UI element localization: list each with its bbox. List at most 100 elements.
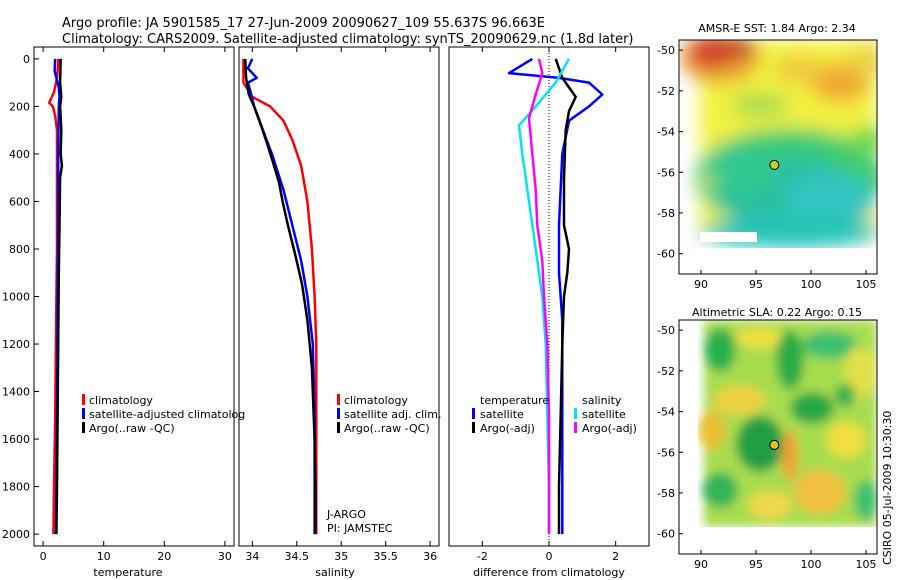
difference-legend: temperature satellite Argo(-adj) salinit… [472, 394, 637, 435]
sst-field [680, 40, 877, 248]
temperature-series [47, 58, 64, 535]
temperature-legend: climatology satellite-adjusted climatolo… [82, 394, 245, 435]
legend-label-sal-argo: Argo(-adj) [582, 422, 637, 435]
y-tick-label: -56 [657, 446, 675, 459]
y-tick-label: 2000 [2, 528, 30, 541]
sst-map-ticks: 90 95 100 105 -50 -52 -54 -56 -58 -60 [657, 44, 876, 291]
series-line-climatology [242, 58, 318, 535]
sla-blob [802, 331, 858, 359]
y-tick-label: -50 [657, 44, 675, 57]
legend-label-satellite: satellite-adjusted climatolog [89, 408, 245, 421]
y-tick-label: 1000 [2, 291, 30, 304]
y-tick-label: 0 [23, 53, 30, 66]
series-line-argo-raw-qc- [55, 58, 64, 535]
legend-swatch-sal-argo [574, 422, 577, 433]
temperature-axes-frame [33, 46, 235, 547]
legend-swatch-climatology [82, 394, 85, 405]
x-tick-label: 36 [423, 550, 437, 563]
x-tick-label: 34.5 [285, 550, 310, 563]
y-tick-label: 200 [9, 100, 30, 113]
sla-map-panel: Altimetric SLA: 0.22 Argo: 0.15 [657, 306, 878, 571]
sla-blob [794, 470, 846, 514]
y-tick-label: 400 [9, 148, 30, 161]
temperature-y-ticks: 0 200 400 600 800 1000 1200 1400 1600 1800 2000 [2, 53, 39, 541]
sst-blob [774, 56, 826, 84]
y-tick-label: 1600 [2, 433, 30, 446]
sla-axes-frame [678, 319, 878, 555]
x-tick-label: 2 [612, 550, 619, 563]
legend-label-temp-argo: Argo(-adj) [480, 422, 535, 435]
float-pi: PI: JAMSTEC [327, 522, 393, 535]
sst-blob [850, 42, 877, 78]
title-line-2: Climatology: CARS2009. Satellite-adjuste… [62, 32, 634, 47]
y-tick-label: -54 [657, 126, 675, 139]
legend-label-sal-satellite: satellite [582, 408, 626, 421]
x-tick-label: -2 [477, 550, 488, 563]
sst-land-mask [700, 232, 757, 242]
legend-label-climatology: climatology [344, 394, 408, 407]
temperature-panel: 0 10 20 30 0 200 400 600 800 1000 1200 1400 1600 180… [2, 46, 245, 579]
temperature-x-ticks: 0 10 20 30 [40, 47, 232, 563]
series-line-argo-raw-qc- [243, 58, 317, 535]
series-line-temperature-argo-adj- [554, 58, 577, 535]
sla-field [698, 320, 877, 527]
y-tick-label: -52 [657, 85, 675, 98]
sst-blob [730, 93, 790, 117]
title-line-1: Argo profile: JA 5901585_17 27-Jun-2009 … [62, 16, 545, 31]
series-line-salinity-argo-adj- [527, 58, 551, 535]
sst-axes-frame [678, 39, 878, 275]
legend-header-salinity: salinity [582, 394, 622, 407]
difference-panel: -2 0 2 difference from climatology tempera… [448, 46, 650, 579]
salinity-legend: climatology satellite adj. clim. Argo(..… [337, 394, 441, 435]
legend-swatch-temp-argo [472, 422, 475, 433]
sst-blob [785, 172, 875, 228]
x-tick-label: 10 [97, 550, 111, 563]
legend-label-argo: Argo(..raw -QC) [344, 422, 430, 435]
sla-blob [790, 392, 834, 424]
sla-map-ticks: 90 95 100 105 -50 -52 -54 -56 -58 -60 [657, 324, 876, 571]
salinity-series [242, 58, 318, 535]
salinity-xlabel: salinity [315, 566, 355, 579]
sst-blob [700, 174, 716, 190]
y-tick-label: -60 [657, 248, 675, 261]
x-tick-label: 35 [334, 550, 348, 563]
x-tick-label: 95 [749, 278, 763, 291]
difference-x-ticks: -2 0 2 [477, 47, 619, 563]
legend-label-climatology: climatology [89, 394, 153, 407]
y-tick-label: -50 [657, 324, 675, 337]
legend-swatch-temp-satellite [472, 408, 475, 419]
y-tick-label: -54 [657, 406, 675, 419]
sst-blob [688, 40, 736, 68]
credit-stamp: CSIRO 05-Jul-2009 10:30:30 [881, 411, 894, 565]
difference-xlabel: difference from climatology [473, 566, 625, 579]
sst-blob [728, 40, 756, 57]
x-tick-label: 90 [694, 558, 708, 571]
legend-swatch-argo [82, 422, 85, 433]
legend-swatch-argo [337, 422, 340, 433]
x-tick-label: 105 [856, 558, 877, 571]
x-tick-label: 105 [856, 278, 877, 291]
legend-swatch-sal-satellite [574, 408, 577, 419]
y-tick-label: 800 [9, 243, 30, 256]
series-line-satellite-adj-clim- [246, 58, 316, 535]
sla-blob [776, 330, 804, 390]
salinity-x-ticks: 34 34.5 35 35.5 36 [245, 47, 437, 563]
legend-header-temperature: temperature [480, 394, 549, 407]
x-tick-label: 20 [157, 550, 171, 563]
y-tick-label: -60 [657, 528, 675, 541]
sla-blob [844, 346, 876, 398]
y-tick-label: 1400 [2, 386, 30, 399]
x-tick-label: 30 [218, 550, 232, 563]
y-tick-label: 1200 [2, 338, 30, 351]
y-tick-label: 1800 [2, 481, 30, 494]
sla-blob [854, 480, 877, 520]
sla-blob [702, 472, 738, 508]
float-program: J-ARGO [326, 508, 366, 521]
argo-location-marker [769, 439, 780, 450]
sla-blob [782, 430, 798, 482]
x-tick-label: 34 [245, 550, 259, 563]
x-tick-label: 0 [40, 550, 47, 563]
y-tick-label: -56 [657, 166, 675, 179]
series-line-temperature-satellite [507, 57, 604, 535]
legend-swatch-satellite [337, 408, 340, 419]
